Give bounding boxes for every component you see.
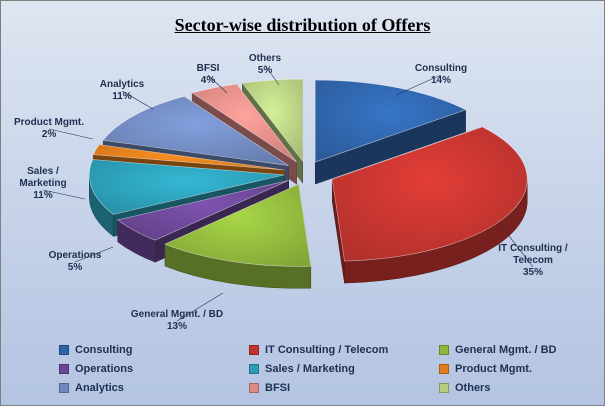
legend-item-bfsi: BFSI bbox=[249, 379, 439, 396]
pie-label-it-consulting-telecom-name: IT Consulting / Telecom bbox=[498, 243, 568, 266]
legend-item-sales-marketing: Sales / Marketing bbox=[249, 360, 439, 377]
pie-label-product-mgmt-name: Product Mgmt. bbox=[14, 117, 84, 128]
legend-item-product-mgmt: Product Mgmt. bbox=[439, 360, 599, 377]
pie-label-bfsi-value: 4% bbox=[201, 75, 216, 86]
legend-label: Sales / Marketing bbox=[265, 362, 355, 375]
pie-label-operations-leader bbox=[74, 246, 114, 263]
legend-swatch bbox=[249, 344, 259, 355]
pie-label-analytics-value: 11% bbox=[112, 91, 132, 102]
pie-label-general-mgmt-bd-name: General Mgmt. / BD bbox=[131, 309, 223, 320]
pie-label-sales-marketing-value: 11% bbox=[33, 190, 53, 201]
legend-label: Others bbox=[455, 381, 491, 394]
pie-slice-general-mgmt-bd bbox=[164, 183, 312, 289]
pie-label-product-mgmt-value: 2% bbox=[42, 129, 57, 140]
legend-swatch bbox=[249, 382, 259, 393]
legend-swatch bbox=[59, 363, 69, 374]
legend-label: Operations bbox=[75, 362, 134, 375]
pie-label-bfsi-leader bbox=[207, 74, 228, 94]
pie-label-consulting-leader bbox=[395, 74, 442, 96]
legend-item-consulting: Consulting bbox=[59, 341, 249, 358]
legend-swatch bbox=[59, 344, 69, 355]
legend-item-others: Others bbox=[439, 379, 599, 396]
chart-title: Sector-wise distribution of Offers bbox=[174, 15, 431, 35]
pie-label-it-consulting-telecom-leader bbox=[498, 222, 534, 268]
pie-label-operations-value: 5% bbox=[68, 262, 83, 273]
pie-label-others-name: Others bbox=[249, 53, 282, 64]
pie-label-analytics-leader bbox=[121, 90, 154, 110]
pie-label-others-value: 5% bbox=[258, 65, 273, 76]
pie-label-others-leader bbox=[264, 64, 280, 86]
legend-item-operations: Operations bbox=[59, 360, 249, 377]
chart-legend: Consulting IT Consulting / Telecom General… bbox=[59, 341, 579, 396]
legend-label: Analytics bbox=[75, 381, 124, 394]
legend-label: IT Consulting / Telecom bbox=[265, 343, 389, 356]
legend-item-general-mgmt-bd: General Mgmt. / BD bbox=[439, 341, 599, 358]
pie-slice-it-consulting-telecom bbox=[331, 126, 528, 284]
pie-label-bfsi-name: BFSI bbox=[197, 63, 220, 74]
pie-label-sales-marketing-name: Sales / Marketing bbox=[19, 166, 66, 189]
pie-label-sales-marketing-leader bbox=[42, 189, 86, 200]
legend-swatch bbox=[439, 382, 449, 393]
pie-label-consulting-name: Consulting bbox=[415, 63, 467, 74]
pie-label-general-mgmt-bd-leader bbox=[176, 292, 224, 322]
legend-swatch bbox=[439, 344, 449, 355]
legend-label: Consulting bbox=[75, 343, 133, 356]
legend-label: BFSI bbox=[265, 381, 291, 394]
pie-label-analytics-name: Analytics bbox=[100, 79, 145, 90]
legend-swatch bbox=[59, 382, 69, 393]
legend-label: General Mgmt. / BD bbox=[455, 343, 557, 356]
legend-swatch bbox=[249, 363, 259, 374]
legend-swatch bbox=[439, 363, 449, 374]
pie-label-general-mgmt-bd-value: 13% bbox=[167, 321, 187, 331]
pie-label-product-mgmt-leader bbox=[48, 128, 94, 140]
pie-label-operations-name: Operations bbox=[49, 250, 102, 261]
legend-label: Product Mgmt. bbox=[455, 362, 532, 375]
pie-label-it-consulting-telecom-value: 35% bbox=[523, 267, 543, 278]
pie-label-consulting-value: 14% bbox=[431, 75, 451, 86]
pie-slice-consulting bbox=[315, 79, 467, 185]
legend-item-analytics: Analytics bbox=[59, 379, 249, 396]
legend-item-it-consulting-telecom: IT Consulting / Telecom bbox=[249, 341, 439, 358]
